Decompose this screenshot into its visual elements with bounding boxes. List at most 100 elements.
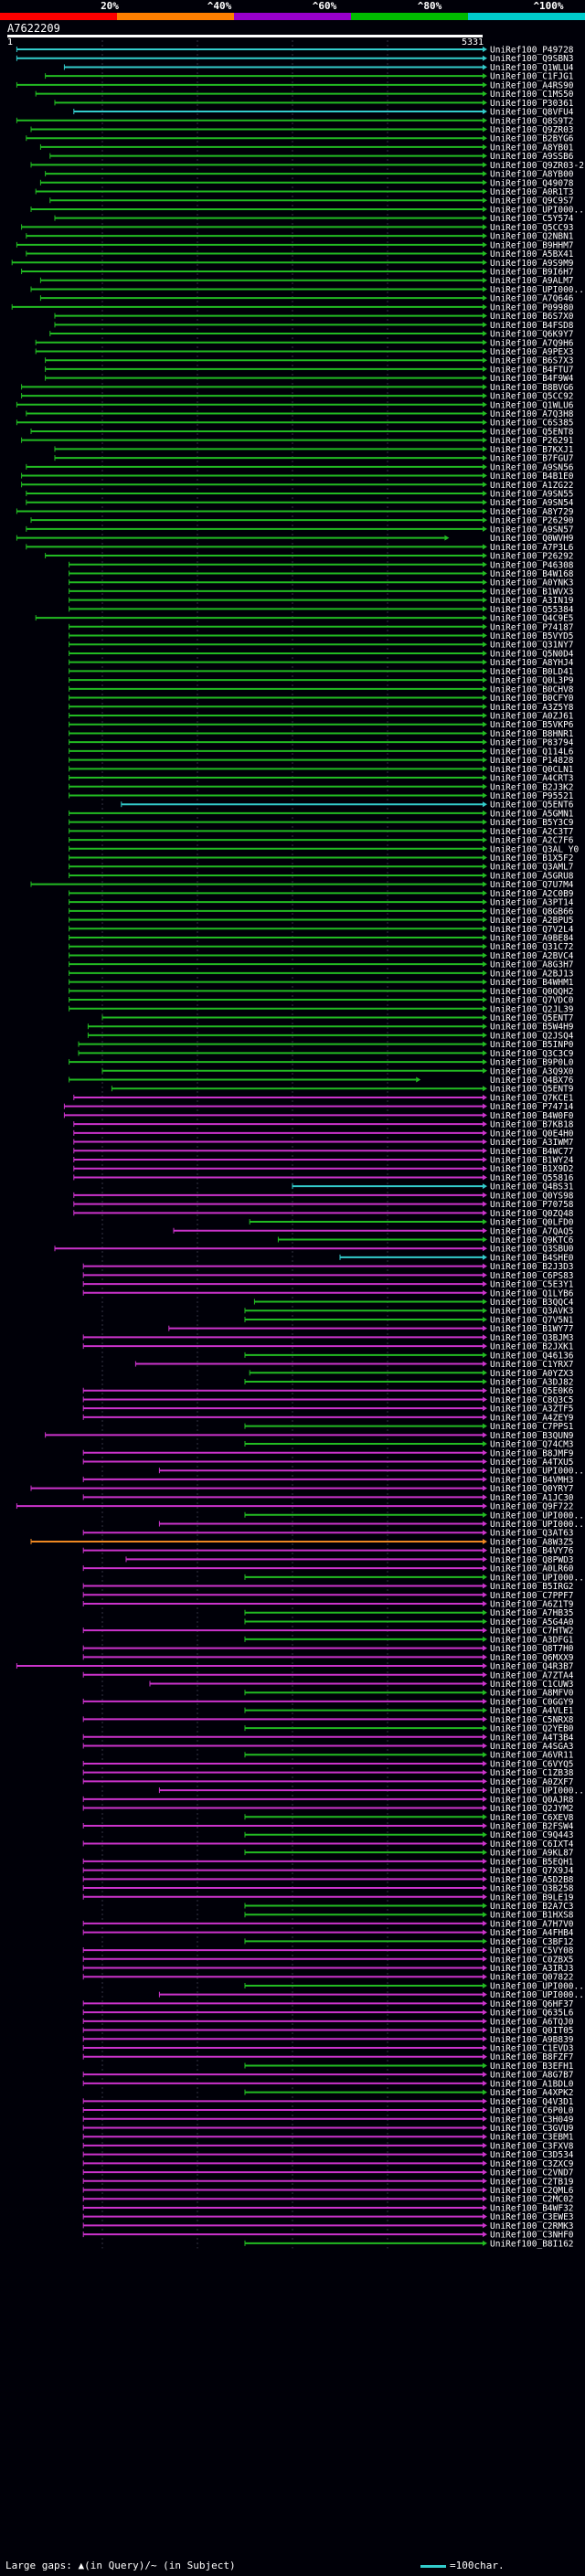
hit-label[interactable]: UniRef100_Q3AL Y0 — [490, 844, 580, 854]
hit-label[interactable]: UniRef100_Q5CC93 — [490, 223, 574, 233]
hit-label[interactable]: UniRef100_Q5ENT7 — [490, 1013, 574, 1023]
hit-label[interactable]: UniRef100_Q2JSQ4 — [490, 1031, 574, 1041]
hit-label[interactable]: UniRef100_A7HB35 — [490, 1608, 574, 1618]
hit-label[interactable]: UniRef100_Q5ENT8 — [490, 427, 574, 437]
hit-label[interactable]: UniRef100_A1ZG22 — [490, 481, 574, 491]
hit-label[interactable]: UniRef100_B1WY77 — [490, 1324, 574, 1334]
hit-label[interactable]: UniRef100_B7KB18 — [490, 1120, 574, 1130]
hit-label[interactable]: UniRef100_B1WY24 — [490, 1156, 574, 1166]
hit-label[interactable]: UniRef100_C2QML6 — [490, 2186, 574, 2196]
hit-label[interactable]: UniRef100_Q635L6 — [490, 2009, 574, 2019]
hit-label[interactable]: UniRef100_Q4BS31 — [490, 1182, 574, 1193]
hit-label[interactable]: UniRef100_Q7X9J4 — [490, 1866, 574, 1876]
hit-label[interactable]: UniRef100_C2TB19 — [490, 2177, 574, 2187]
hit-label[interactable]: UniRef100_A5GRU8 — [490, 871, 574, 881]
hit-label[interactable]: UniRef100_P30361 — [490, 99, 574, 109]
hit-label[interactable]: UniRef100_A3Z5Y8 — [490, 703, 574, 713]
hit-label[interactable]: UniRef100_Q0QQH2 — [490, 987, 574, 997]
hit-label[interactable]: UniRef100_Q5E0K6 — [490, 1386, 574, 1396]
hit-label[interactable]: UniRef100_Q31NY7 — [490, 641, 574, 651]
hit-label[interactable]: UniRef100_Q3SBU0 — [490, 1245, 574, 1255]
hit-label[interactable]: UniRef100_C7HTW2 — [490, 1627, 574, 1637]
hit-label[interactable]: UniRef100_Q4V3D1 — [490, 2097, 574, 2107]
hit-label[interactable]: UniRef100_Q1WLU4 — [490, 63, 574, 73]
hit-label[interactable]: UniRef100_P49728 — [490, 46, 574, 56]
hit-label[interactable]: UniRef100_P46308 — [490, 560, 574, 570]
hit-label[interactable]: UniRef100_Q9C9S7 — [490, 196, 574, 207]
hit-label[interactable]: UniRef100_C1MS50 — [490, 90, 574, 100]
hit-label[interactable]: UniRef100_B4VY76 — [490, 1546, 574, 1556]
hit-label[interactable]: UniRef100_Q4R3B7 — [490, 1662, 574, 1672]
hit-label[interactable]: UniRef100_P26291 — [490, 436, 574, 446]
hit-label[interactable]: UniRef100_Q9SBN3 — [490, 54, 574, 64]
hit-label[interactable]: UniRef100_C3ZXC9 — [490, 2159, 574, 2169]
hit-label[interactable]: UniRef100_A3Q9X0 — [490, 1066, 574, 1076]
hit-label[interactable]: UniRef100_A0ZXF7 — [490, 1777, 574, 1787]
hit-label[interactable]: UniRef100_A7H7V0 — [490, 1919, 574, 1929]
hit-label[interactable]: UniRef100_Q9KTC6 — [490, 1235, 574, 1246]
hit-label[interactable]: UniRef100_B5VKP6 — [490, 720, 574, 730]
hit-label[interactable]: UniRef100_Q2JL39 — [490, 1004, 574, 1014]
hit-label[interactable]: UniRef100_A0R1T3 — [490, 187, 574, 197]
hit-label[interactable]: UniRef100_P26290 — [490, 516, 574, 526]
hit-label[interactable]: UniRef100_A6TQJ0 — [490, 2017, 574, 2027]
hit-label[interactable]: UniRef100_A4ZEY9 — [490, 1413, 574, 1423]
hit-label[interactable]: UniRef100_A7P3L6 — [490, 543, 574, 553]
hit-label[interactable]: UniRef100_B4W168 — [490, 569, 574, 579]
hit-label[interactable]: UniRef100_P14828 — [490, 756, 574, 766]
hit-label[interactable]: UniRef100_C3H049 — [490, 2115, 574, 2125]
hit-label[interactable]: UniRef100_A3DJ82 — [490, 1378, 574, 1388]
hit-label[interactable]: UniRef100_B3QQC4 — [490, 1298, 574, 1308]
hit-label[interactable]: UniRef100_C6S385 — [490, 419, 574, 429]
hit-label[interactable]: UniRef100_Q8PWD3 — [490, 1555, 574, 1565]
hit-label[interactable]: UniRef100_B5Y3C9 — [490, 818, 574, 828]
hit-label[interactable]: UniRef100_B6S7X3 — [490, 356, 574, 366]
hit-label[interactable]: UniRef100_Q9F722 — [490, 1502, 574, 1512]
hit-label[interactable]: UniRef100_Q55384 — [490, 605, 574, 615]
hit-label[interactable]: UniRef100_C1YRX7 — [490, 1360, 574, 1370]
hit-label[interactable]: UniRef100_B4VMH3 — [490, 1475, 574, 1485]
hit-label[interactable]: UniRef100_C8Q3C5 — [490, 1395, 574, 1405]
hit-label[interactable]: UniRef100_C6P0L0 — [490, 2106, 574, 2116]
hit-label[interactable]: UniRef100_A4VLE1 — [490, 1706, 574, 1716]
hit-label[interactable]: UniRef100_A8Y729 — [490, 507, 574, 517]
hit-label[interactable]: UniRef100_A0YZX3 — [490, 1369, 574, 1379]
hit-label[interactable]: UniRef100_Q0CLN1 — [490, 765, 574, 775]
hit-label[interactable]: UniRef100_C7PPS1 — [490, 1422, 574, 1432]
hit-label[interactable]: UniRef100_A3IWM7 — [490, 1138, 574, 1148]
hit-label[interactable]: UniRef100_P74714 — [490, 1102, 574, 1112]
hit-label[interactable]: UniRef100_B9P0L0 — [490, 1058, 574, 1068]
hit-label[interactable]: UniRef100_Q0AJR8 — [490, 1795, 574, 1805]
hit-label[interactable]: UniRef100_B6S7X0 — [490, 312, 574, 322]
hit-label[interactable]: UniRef100_Q8VFU4 — [490, 108, 574, 118]
hit-label[interactable]: UniRef100_C0GGY9 — [490, 1697, 574, 1707]
hit-label[interactable]: UniRef100_A8MFV0 — [490, 1689, 574, 1699]
hit-label[interactable]: UniRef100_C5VY08 — [490, 1946, 574, 1956]
hit-label[interactable]: UniRef100_B9I6H7 — [490, 268, 574, 278]
hit-label[interactable]: UniRef100_C7PPF7 — [490, 1591, 574, 1601]
hit-label[interactable]: UniRef100_A9SN56 — [490, 462, 574, 472]
hit-label[interactable]: UniRef100_B5EQH1 — [490, 1857, 574, 1867]
hit-label[interactable]: UniRef100_C3GVU9 — [490, 2124, 574, 2134]
hit-label[interactable]: UniRef100_Q0ZQ48 — [490, 1209, 574, 1219]
hit-label[interactable]: UniRef100_B8JMF9 — [490, 1448, 574, 1458]
hit-label[interactable]: UniRef100_B4B1E0 — [490, 472, 574, 482]
hit-label[interactable]: UniRef100_UPI000... — [490, 1520, 585, 1530]
hit-label[interactable]: UniRef100_UPI000... — [490, 1573, 585, 1583]
hit-label[interactable]: UniRef100_P70758 — [490, 1200, 574, 1210]
hit-label[interactable]: UniRef100_A9SSB6 — [490, 152, 574, 162]
hit-label[interactable]: UniRef100_B4WF32 — [490, 2203, 574, 2213]
hit-label[interactable]: UniRef100_C5NRX8 — [490, 1715, 574, 1725]
hit-label[interactable]: UniRef100_A3PT14 — [490, 898, 574, 908]
hit-label[interactable]: UniRef100_B2A7C3 — [490, 1902, 574, 1912]
hit-label[interactable]: UniRef100_C2MC02 — [490, 2195, 574, 2205]
hit-label[interactable]: UniRef100_A2BJ13 — [490, 969, 574, 979]
hit-label[interactable]: UniRef100_B3EFH1 — [490, 2062, 574, 2072]
hit-label[interactable]: UniRef100_Q6K9Y7 — [490, 330, 574, 340]
hit-label[interactable]: UniRef100_B9HHM7 — [490, 240, 574, 250]
hit-label[interactable]: UniRef100_A9SN54 — [490, 498, 574, 508]
hit-label[interactable]: UniRef100_B4F9W4 — [490, 374, 574, 384]
hit-label[interactable]: UniRef100_A4TXU5 — [490, 1458, 574, 1468]
hit-label[interactable]: UniRef100_B0LD41 — [490, 667, 574, 677]
hit-label[interactable]: UniRef100_C1ZB38 — [490, 1768, 574, 1778]
